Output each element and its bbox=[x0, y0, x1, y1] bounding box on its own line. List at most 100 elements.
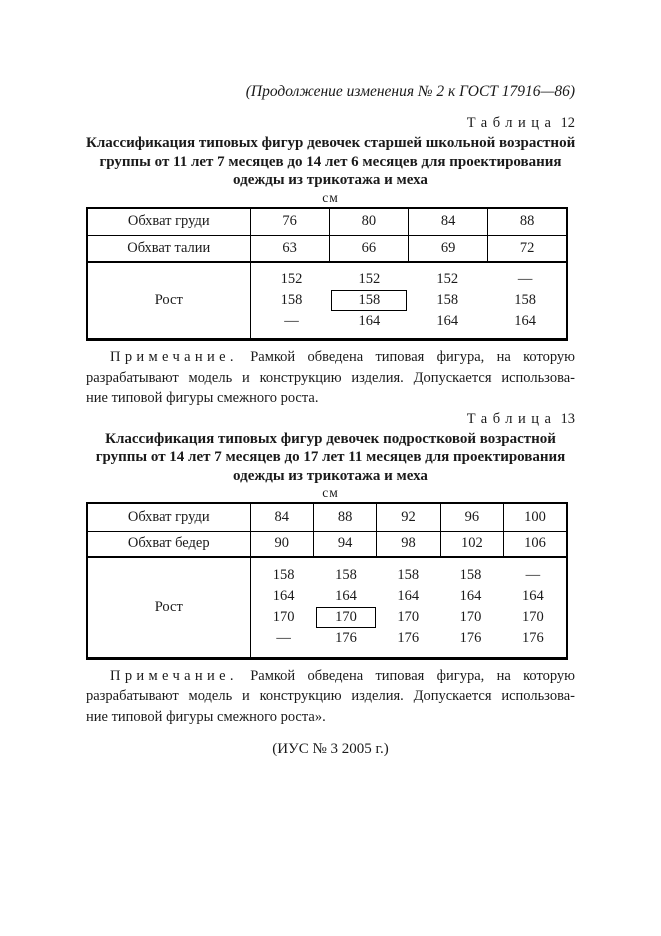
cell: 164 bbox=[358, 312, 381, 329]
cell: 164 bbox=[272, 588, 295, 605]
header-note: (Продолжение изменения № 2 к ГОСТ 17916—… bbox=[245, 83, 575, 100]
cell: 164 bbox=[397, 588, 420, 605]
table13-note: Примечание. Рамкой обведена типовая фигу… bbox=[86, 666, 575, 728]
cell: 72 bbox=[487, 235, 568, 263]
cell: 106 bbox=[503, 530, 568, 558]
row-label: Рост bbox=[87, 557, 251, 658]
table13-caption: Таблица 13 bbox=[86, 410, 575, 428]
cell: 102 bbox=[439, 530, 505, 558]
cell: 164 bbox=[459, 588, 482, 605]
cell: 164 bbox=[514, 312, 536, 329]
table-row-waist: Обхват талии 63 66 69 72 bbox=[86, 235, 568, 263]
cell: 158 bbox=[514, 291, 536, 308]
cell: — bbox=[525, 567, 541, 584]
cell: 88 bbox=[487, 207, 568, 236]
cell: 94 bbox=[312, 530, 378, 558]
table12: Обхват груди 76 80 84 88 Обхват талии 63… bbox=[86, 206, 568, 341]
cell: 76 bbox=[249, 207, 330, 236]
cell: 100 bbox=[503, 502, 568, 532]
cell: 66 bbox=[328, 235, 410, 263]
cell: — bbox=[276, 630, 291, 647]
cell: 176 bbox=[521, 630, 544, 647]
note-line: ние типовой фигуры смежного роста. bbox=[86, 390, 319, 406]
table12-note: Примечание. Рамкой обведена типовая фигу… bbox=[86, 347, 575, 409]
row-label: Рост bbox=[87, 261, 251, 340]
publication-footer: (ИУС № 3 2005 г.) bbox=[272, 741, 389, 757]
note-line: разрабатывают модель и конструкцию издел… bbox=[86, 369, 575, 386]
caption-word: Таблица bbox=[466, 410, 557, 427]
height-grid: 152 152 152 — 158 158 158 158 — 164 164 … bbox=[253, 269, 565, 332]
cell: 158 bbox=[436, 291, 459, 308]
cell: 152 bbox=[280, 270, 303, 287]
height-grid: 158 158 158 158 — 164 164 164 164 164 17… bbox=[253, 565, 565, 649]
cell: 98 bbox=[376, 530, 441, 558]
table-row-chest: Обхват груди 76 80 84 88 bbox=[86, 207, 568, 236]
cell: 92 bbox=[376, 502, 441, 532]
cell: 170 bbox=[521, 609, 544, 626]
cell: — bbox=[284, 312, 299, 329]
title-line: группы от 14 лет 7 месяцев до 17 лет 11 … bbox=[95, 449, 566, 465]
caption-number: 13 bbox=[560, 410, 576, 427]
height-values: 158 158 158 158 — 164 164 164 164 164 17… bbox=[250, 557, 567, 658]
cell: 84 bbox=[407, 207, 489, 236]
table12-title: Классификация типовых фигур девочек стар… bbox=[86, 134, 575, 190]
note-label: Примечание. bbox=[110, 667, 238, 684]
height-values: 152 152 152 — 158 158 158 158 — 164 164 … bbox=[250, 262, 567, 340]
cell: 158 bbox=[272, 567, 295, 584]
cell: 158 bbox=[459, 567, 482, 584]
cell: 63 bbox=[249, 235, 330, 263]
cell: 88 bbox=[312, 502, 378, 532]
typical-figure-frame: 158 bbox=[331, 289, 408, 311]
title-line: Классификация типовых фигур девочек подр… bbox=[105, 430, 556, 447]
cell: 158 bbox=[335, 567, 357, 584]
title-line: одежды из трикотажа и меха bbox=[233, 467, 428, 484]
table13-title: Классификация типовых фигур девочек подр… bbox=[86, 430, 575, 486]
row-label: Обхват груди bbox=[86, 502, 251, 532]
note-label: Примечание. bbox=[110, 349, 238, 365]
cell: 170 bbox=[272, 609, 295, 626]
row-label: Обхват бедер bbox=[86, 530, 251, 558]
cell: 158 bbox=[397, 567, 420, 584]
cell: 164 bbox=[335, 588, 357, 605]
table-row-height: Рост 158 158 158 158 — 164 164 164 164 bbox=[87, 557, 567, 658]
table-row-height: Рост 152 152 152 — 158 158 158 158 — bbox=[87, 261, 567, 340]
cell: 84 bbox=[249, 502, 314, 532]
row-label: Обхват груди bbox=[86, 207, 251, 236]
table12-section: Таблица 12 Классификация типовых фигур де… bbox=[86, 114, 575, 409]
row-label: Обхват талии bbox=[86, 235, 251, 263]
caption-number: 12 bbox=[560, 115, 576, 131]
table12-caption: Таблица 12 bbox=[86, 114, 575, 132]
unit-label: см bbox=[322, 189, 339, 205]
table-row-chest: Обхват груди 84 88 92 96 100 bbox=[86, 502, 568, 532]
cell: 80 bbox=[328, 207, 410, 236]
cell: 152 bbox=[436, 270, 459, 287]
page-content: (Продолжение изменения № 2 к ГОСТ 17916—… bbox=[86, 0, 575, 759]
note-line: Примечание. Рамкой обведена типовая фигу… bbox=[110, 349, 576, 365]
title-line: группы от 11 лет 7 месяцев до 14 лет 6 м… bbox=[99, 153, 562, 170]
note-line: ние типовой фигуры смежного роста». bbox=[86, 708, 326, 725]
cell: 164 bbox=[521, 588, 544, 605]
cell: 176 bbox=[397, 630, 420, 647]
framed-cell: 170 bbox=[315, 607, 377, 629]
table13: Обхват груди 84 88 92 96 100 Обхват беде… bbox=[86, 502, 568, 660]
note-line: разрабатывают модель и конструкцию издел… bbox=[86, 688, 575, 704]
cell: 69 bbox=[407, 235, 489, 263]
cell: 176 bbox=[335, 630, 357, 647]
cell: 96 bbox=[439, 502, 505, 532]
table13-section: Таблица 13 Классификация типовых фигур де… bbox=[86, 410, 575, 728]
cell: 170 bbox=[459, 609, 482, 626]
typical-figure-frame: 170 bbox=[315, 607, 377, 629]
framed-cell: 158 bbox=[330, 289, 408, 311]
table-row-hips: Обхват бедер 90 94 98 102 106 bbox=[86, 530, 568, 558]
unit-label: см bbox=[322, 485, 339, 500]
cell: 152 bbox=[358, 270, 381, 287]
cell: 158 bbox=[280, 291, 303, 308]
cell: 176 bbox=[459, 630, 482, 647]
cell: 170 bbox=[397, 609, 420, 626]
title-line: Классификация типовых фигур девочек стар… bbox=[86, 135, 576, 151]
caption-word: Таблица bbox=[466, 115, 557, 131]
cell: 90 bbox=[249, 530, 314, 558]
cell: — bbox=[517, 270, 533, 287]
note-line: Примечание. Рамкой обведена типовая фигу… bbox=[110, 667, 576, 684]
